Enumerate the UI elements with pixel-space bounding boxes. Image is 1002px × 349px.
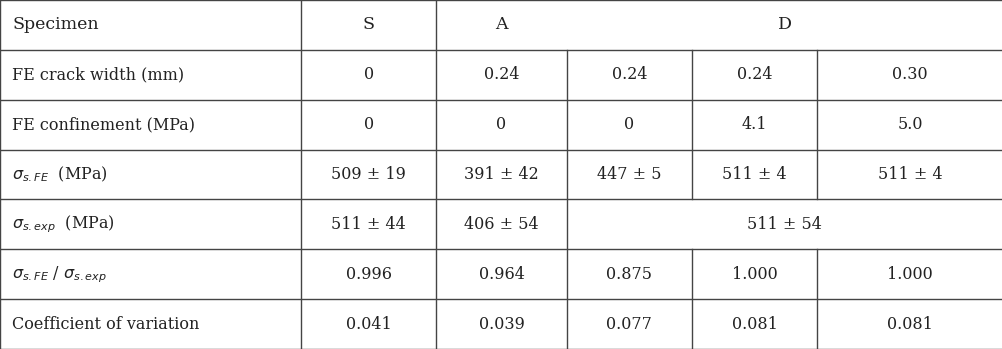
Text: $\sigma_{s.FE}$ / $\sigma_{s.exp}$: $\sigma_{s.FE}$ / $\sigma_{s.exp}$ (12, 264, 107, 284)
Text: 509 ± 19: 509 ± 19 (331, 166, 406, 183)
Text: 1.000: 1.000 (731, 266, 777, 283)
Text: 5.0: 5.0 (897, 116, 922, 133)
Text: 0: 0 (363, 66, 374, 83)
Text: 447 ± 5: 447 ± 5 (596, 166, 661, 183)
Text: 0.081: 0.081 (731, 315, 777, 333)
Text: D: D (778, 16, 791, 34)
Text: 0.24: 0.24 (483, 66, 519, 83)
Text: 4.1: 4.1 (741, 116, 767, 133)
Text: 511 ± 54: 511 ± 54 (746, 216, 822, 233)
Text: 0.041: 0.041 (346, 315, 391, 333)
Text: $\sigma_{s.exp}$  (MPa): $\sigma_{s.exp}$ (MPa) (12, 214, 115, 235)
Text: S: S (363, 16, 374, 34)
Text: 0.24: 0.24 (611, 66, 646, 83)
Text: 0.964: 0.964 (478, 266, 524, 283)
Text: 511 ± 4: 511 ± 4 (721, 166, 787, 183)
Text: 0.996: 0.996 (346, 266, 391, 283)
Text: 0: 0 (363, 116, 374, 133)
Text: $\sigma_{s.FE}$  (MPa): $\sigma_{s.FE}$ (MPa) (12, 165, 108, 184)
Text: 406 ± 54: 406 ± 54 (464, 216, 538, 233)
Text: A: A (495, 16, 507, 34)
Text: 0.24: 0.24 (736, 66, 772, 83)
Text: FE crack width (mm): FE crack width (mm) (12, 66, 184, 83)
Text: 1.000: 1.000 (887, 266, 932, 283)
Text: FE confinement (MPa): FE confinement (MPa) (12, 116, 194, 133)
Text: 511 ± 44: 511 ± 44 (331, 216, 406, 233)
Text: Coefficient of variation: Coefficient of variation (12, 315, 199, 333)
Text: 511 ± 4: 511 ± 4 (877, 166, 942, 183)
Text: 0.875: 0.875 (606, 266, 651, 283)
Text: 0.077: 0.077 (606, 315, 651, 333)
Text: 0.081: 0.081 (887, 315, 932, 333)
Text: 391 ± 42: 391 ± 42 (464, 166, 538, 183)
Text: 0: 0 (496, 116, 506, 133)
Text: 0.039: 0.039 (478, 315, 524, 333)
Text: 0.30: 0.30 (892, 66, 927, 83)
Text: 0: 0 (623, 116, 634, 133)
Text: Specimen: Specimen (12, 16, 98, 34)
